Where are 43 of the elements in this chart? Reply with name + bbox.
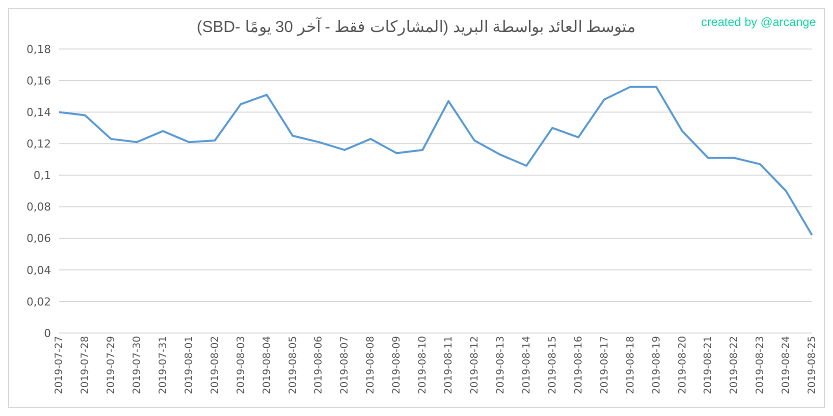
y-tick-label: 0 <box>44 326 51 340</box>
y-tick-label: 0,04 <box>26 264 51 277</box>
x-tick-label: 2019-08-04 <box>262 336 273 394</box>
y-tick-label: 0,06 <box>26 232 51 246</box>
y-tick-label: 0,02 <box>26 295 51 308</box>
x-tick-label: 2019-08-25 <box>807 336 818 394</box>
x-tick-label: 2019-08-05 <box>288 336 299 394</box>
x-tick-label: 2019-08-06 <box>314 336 325 394</box>
x-tick-label: 2019-08-16 <box>573 336 584 394</box>
x-tick-label: 2019-08-01 <box>184 336 195 394</box>
x-tick-label: 2019-08-14 <box>521 336 532 394</box>
x-tick-label: 2019-07-29 <box>106 336 118 394</box>
x-tick-label: 2019-08-03 <box>236 336 247 394</box>
x-tick-label: 2019-08-18 <box>625 336 636 394</box>
text: created by @arcange <box>701 15 816 29</box>
x-tick-label: 2019-08-19 <box>651 336 662 394</box>
y-tick-label: 0,18 <box>26 42 51 56</box>
x-tick-label: 2019-08-10 <box>418 336 429 394</box>
x-tick-label: 2019-08-09 <box>392 336 403 394</box>
x-tick-label: 2019-08-02 <box>210 336 221 394</box>
x-tick-label: 2019-08-21 <box>703 336 714 394</box>
x-tick-label: 2019-08-08 <box>366 336 377 394</box>
y-tick-label: 0,12 <box>26 138 51 151</box>
x-tick-label: 2019-08-23 <box>755 336 766 394</box>
x-tick-label: 2019-08-13 <box>496 336 507 394</box>
x-tick-label: 2019-08-12 <box>470 336 481 394</box>
y-tick-label: 0,16 <box>26 74 51 88</box>
x-tick-label: 2019-08-07 <box>340 336 351 394</box>
x-tick-label: 2019-08-24 <box>781 336 792 394</box>
chart-title: متوسط العائد بواسطة البريد (المشاركات فقط - آخر 30 يومًا -SBD) <box>196 19 636 36</box>
x-tick-label: 2019-07-27 <box>54 336 66 394</box>
x-tick-label: 2019-08-17 <box>599 336 610 394</box>
x-tick-label: 2019-07-30 <box>132 336 143 394</box>
x-tick-label: 2019-08-22 <box>729 336 740 394</box>
x-tick-label: 2019-08-20 <box>677 336 688 394</box>
line-series <box>58 86 813 236</box>
y-tick-label: 0,14 <box>26 106 51 120</box>
x-tick-label: 2019-07-28 <box>80 336 92 394</box>
x-tick-label: 2019-08-11 <box>444 336 455 394</box>
x-tick-label: 2019-07-31 <box>158 336 169 394</box>
x-tick-label: 2019-08-15 <box>547 336 558 394</box>
y-tick-label: 0,08 <box>26 200 51 214</box>
y-tick-label: 0,1 <box>34 169 51 182</box>
